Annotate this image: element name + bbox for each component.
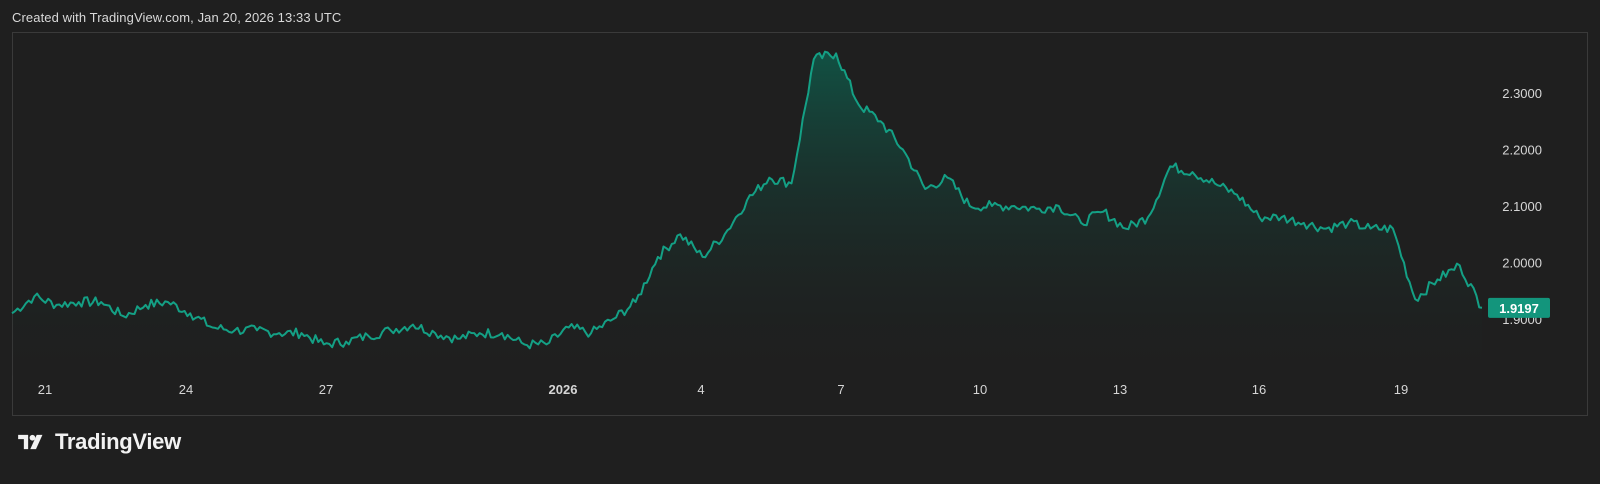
brand-name: TradingView	[55, 429, 181, 454]
x-tick-label: 21	[38, 382, 52, 397]
tradingview-logo-icon	[18, 434, 43, 450]
x-axis-ticks: 21 24 27 2026 4 7 10 13 16 19	[38, 382, 1408, 397]
x-tick-label: 7	[837, 382, 844, 397]
price-line-layer	[11, 50, 1483, 350]
chart-caption: Created with TradingView.com, Jan 20, 20…	[12, 10, 342, 25]
price-area-layer	[12, 51, 1482, 376]
x-tick-label: 27	[319, 382, 333, 397]
x-tick-label: 16	[1252, 382, 1266, 397]
y-tick-label: 2.3000	[1502, 86, 1542, 101]
x-tick-label: 13	[1113, 382, 1127, 397]
y-tick-label: 2.0000	[1502, 256, 1542, 271]
x-tick-label: 2026	[549, 382, 578, 397]
x-tick-label: 10	[973, 382, 987, 397]
price-area-fill	[12, 51, 1482, 376]
price-chart[interactable]: 21 24 27 2026 4 7 10 13 16 19 2.3000 2.2000 2.1000 2…	[0, 0, 1600, 430]
y-tick-label: 2.1000	[1502, 199, 1542, 214]
y-tick-label: 2.2000	[1502, 143, 1542, 158]
x-tick-label: 24	[179, 382, 193, 397]
last-price-badge-layer: 1.9197	[1488, 297, 1550, 318]
tradingview-brand[interactable]: TradingView	[14, 428, 181, 456]
x-tick-label: 4	[697, 382, 704, 397]
last-price-badge	[1488, 297, 1550, 318]
price-series-line[interactable]	[11, 50, 1483, 350]
last-price-label: 1.9197	[1499, 301, 1539, 316]
x-tick-label: 19	[1394, 382, 1408, 397]
